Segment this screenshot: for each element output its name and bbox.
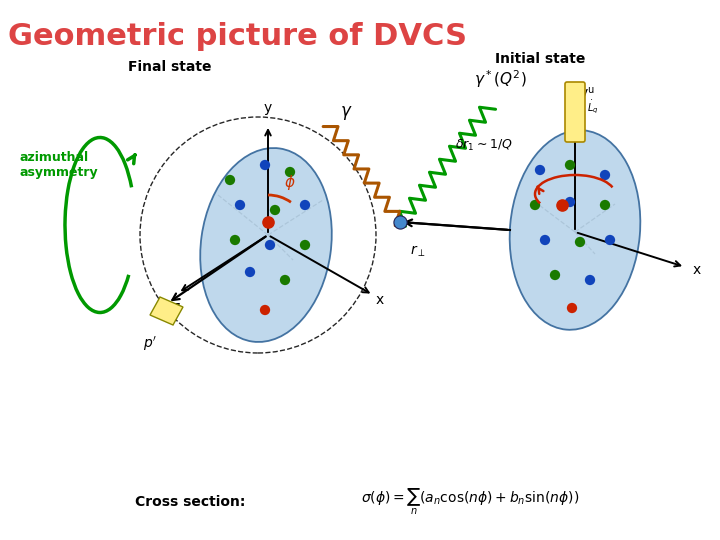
- Point: [300, 201, 311, 210]
- Ellipse shape: [200, 148, 332, 342]
- Point: [264, 241, 276, 249]
- Point: [534, 166, 546, 174]
- Text: y: y: [264, 101, 272, 115]
- FancyBboxPatch shape: [565, 82, 585, 142]
- Text: $p^\prime$: $p^\prime$: [143, 335, 157, 353]
- Text: x: x: [376, 293, 384, 307]
- Text: x: x: [693, 263, 701, 277]
- Text: Cross section:: Cross section:: [135, 495, 246, 509]
- Point: [300, 241, 311, 249]
- Point: [564, 161, 576, 170]
- Text: $r_\perp$: $r_\perp$: [410, 244, 426, 259]
- Point: [262, 218, 274, 226]
- Text: $\sigma(\phi) = \sum_n \left(a_n\cos(n\phi) + b_n\sin(n\phi)\right)$: $\sigma(\phi) = \sum_n \left(a_n\cos(n\p…: [361, 487, 579, 517]
- Point: [539, 235, 551, 244]
- Text: Final state: Final state: [128, 60, 212, 74]
- Text: $\delta r_1 \sim 1/Q$: $\delta r_1 \sim 1/Q$: [455, 138, 513, 152]
- Point: [269, 206, 281, 214]
- Point: [229, 235, 240, 244]
- Point: [259, 161, 271, 170]
- Point: [395, 218, 406, 226]
- Text: $\dot{L}_q$: $\dot{L}_q$: [587, 98, 598, 116]
- Text: y: y: [580, 86, 588, 100]
- Point: [564, 198, 576, 206]
- Point: [279, 276, 291, 285]
- Point: [234, 201, 246, 210]
- Point: [584, 276, 595, 285]
- Point: [599, 171, 611, 179]
- Ellipse shape: [510, 130, 640, 330]
- Point: [575, 238, 586, 246]
- Text: azimuthal
asymmetry: azimuthal asymmetry: [20, 151, 99, 179]
- Text: z: z: [172, 300, 180, 314]
- Point: [284, 168, 296, 177]
- Text: u: u: [587, 85, 593, 95]
- Text: $\gamma^*(Q^2)$: $\gamma^*(Q^2)$: [474, 68, 526, 90]
- Text: $\gamma$: $\gamma$: [340, 104, 353, 122]
- Text: Initial state: Initial state: [495, 52, 585, 66]
- Polygon shape: [150, 297, 183, 325]
- Point: [224, 176, 235, 184]
- Text: Geometric picture of DVCS: Geometric picture of DVCS: [8, 22, 467, 51]
- Point: [549, 271, 561, 279]
- Point: [566, 303, 577, 312]
- Point: [604, 235, 616, 244]
- Point: [259, 306, 271, 314]
- Point: [244, 268, 256, 276]
- Point: [557, 201, 568, 210]
- Point: [599, 201, 611, 210]
- Point: [529, 201, 541, 210]
- Text: $\phi$: $\phi$: [284, 173, 296, 192]
